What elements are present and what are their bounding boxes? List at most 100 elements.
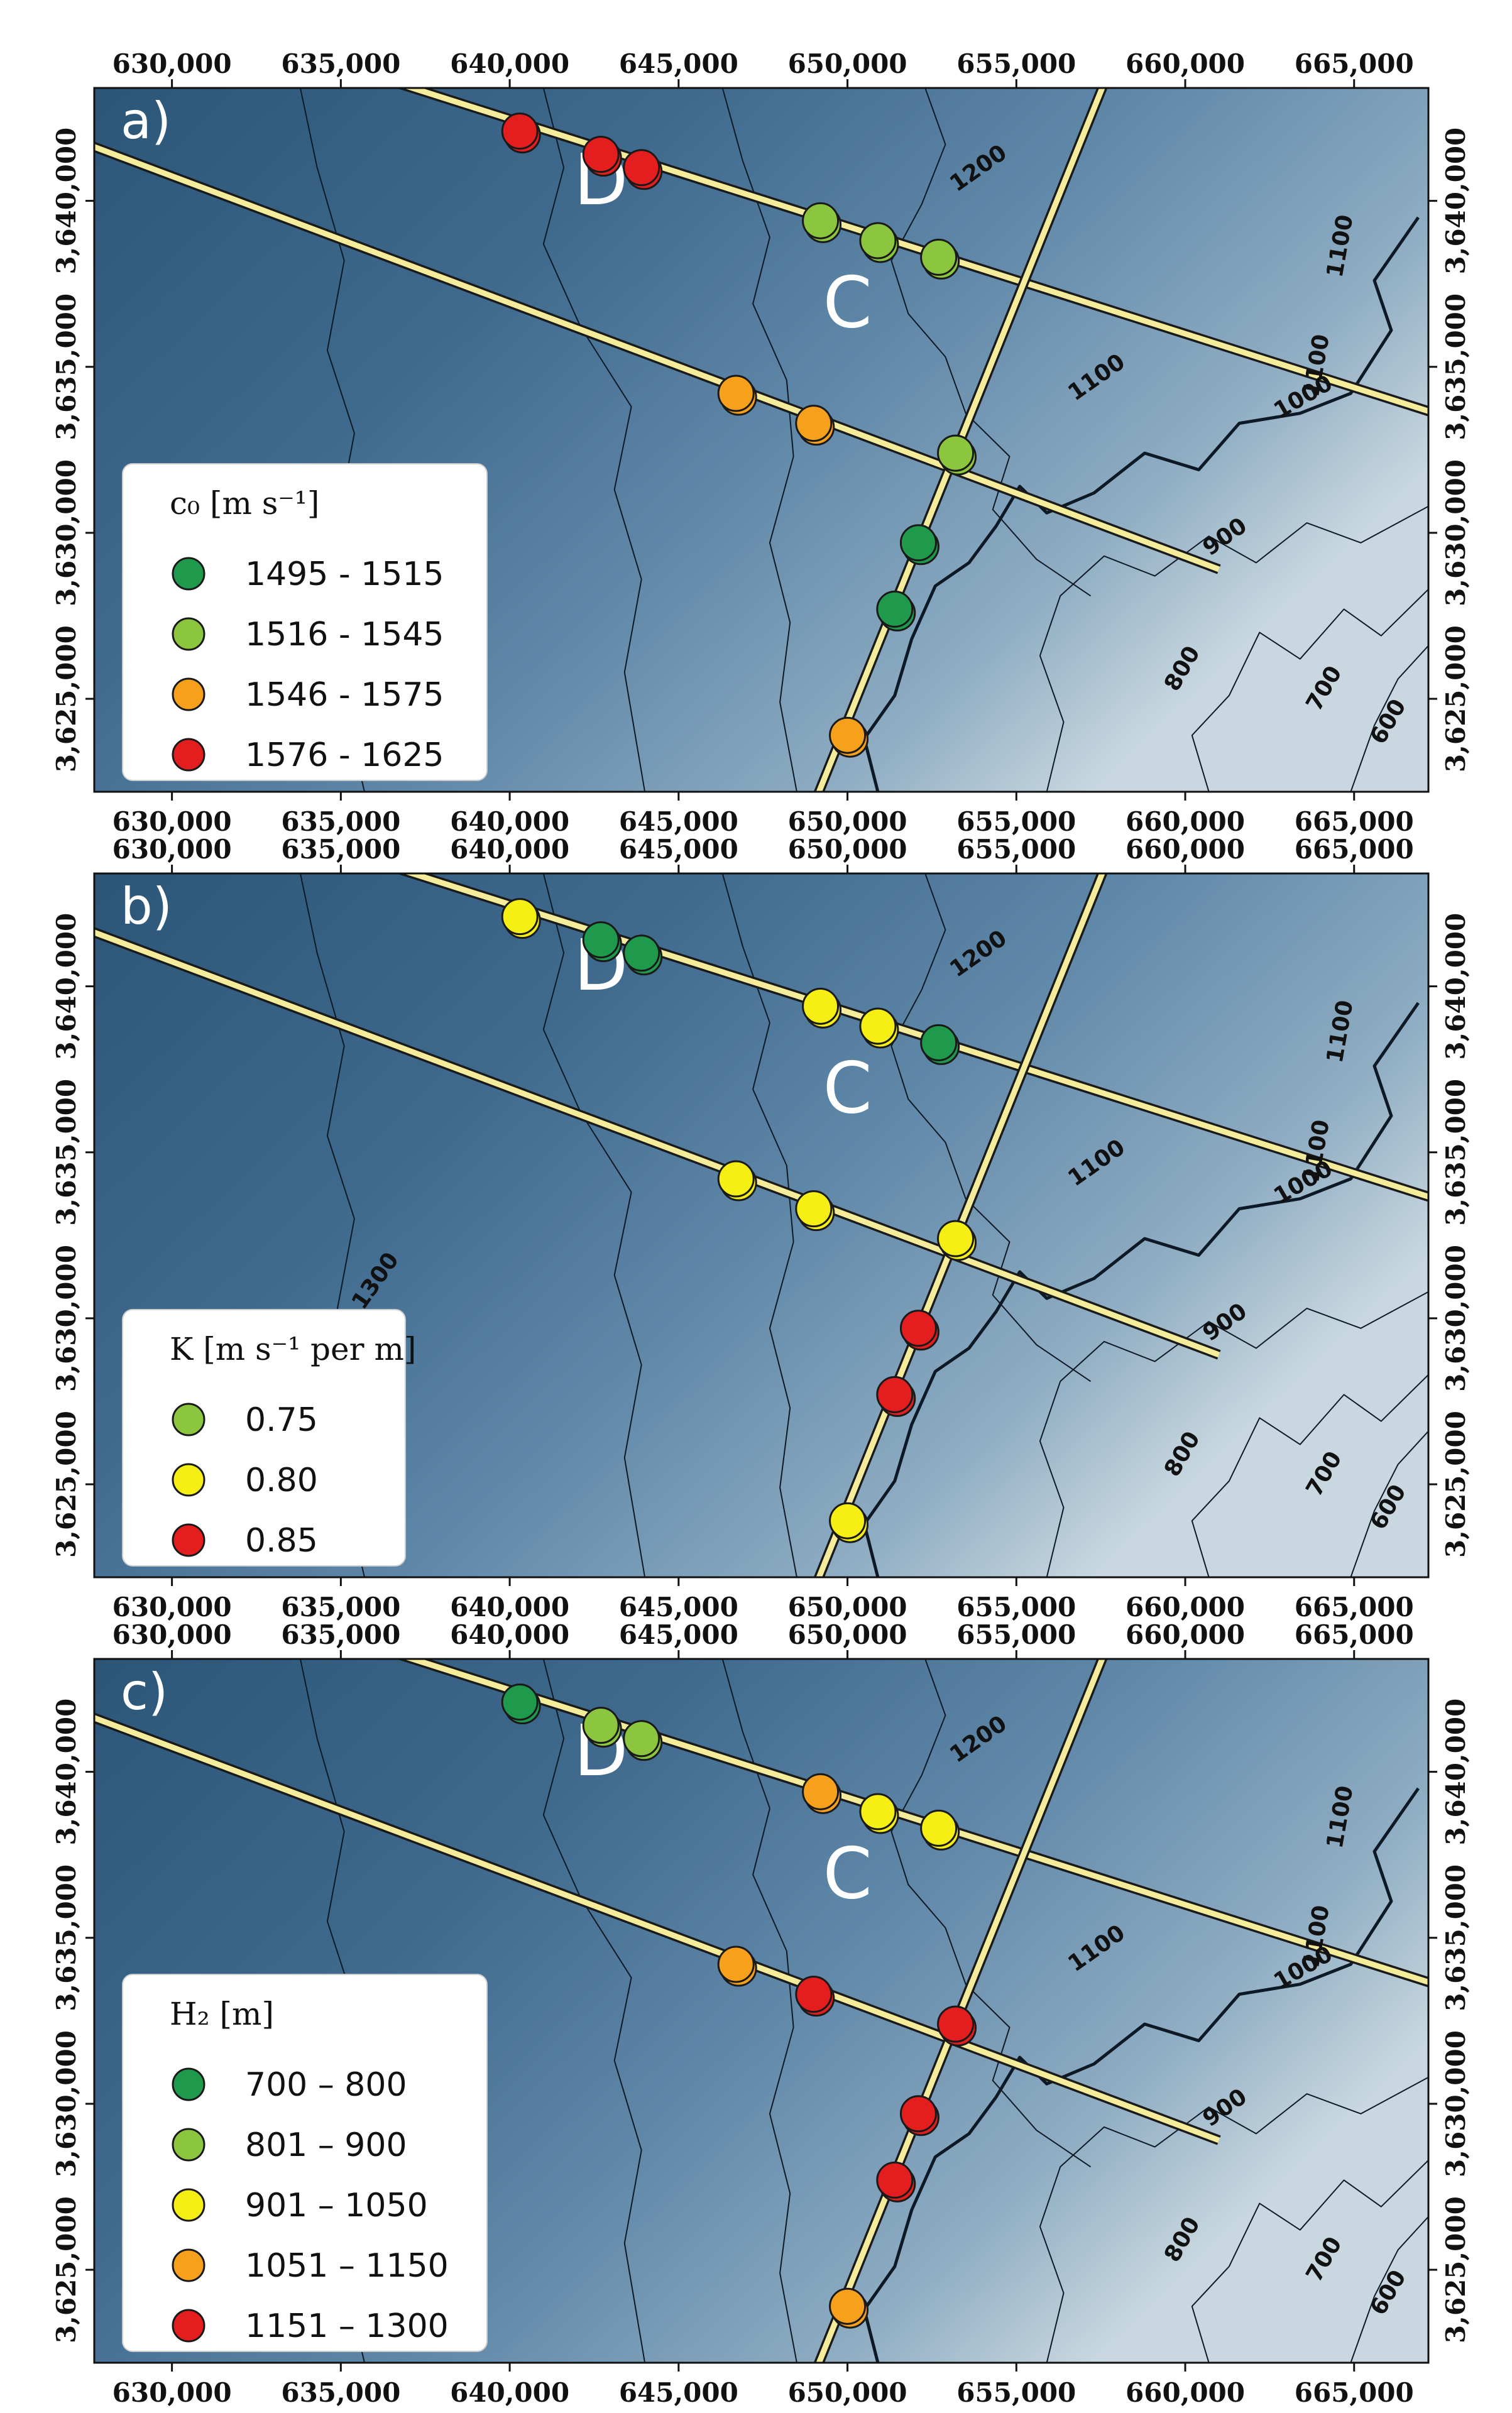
x-tick-label-top: 660,000 — [1126, 1619, 1245, 1650]
x-tick-label-bottom: 650,000 — [788, 1592, 907, 1622]
legend-item-label: 1546 - 1575 — [245, 676, 444, 714]
x-tick-label-bottom: 655,000 — [956, 806, 1076, 837]
x-tick-label-bottom: 640,000 — [450, 1592, 569, 1622]
depth-contour — [542, 88, 646, 792]
station-marker — [920, 238, 958, 276]
x-tick-label-top: 665,000 — [1295, 1619, 1414, 1650]
station-marker — [717, 375, 755, 412]
y-tick-label-right: 3,640,000 — [1440, 1699, 1471, 1846]
y-tick-label-right: 3,635,000 — [1440, 1864, 1471, 2011]
x-tick-label-top: 630,000 — [112, 1619, 232, 1650]
station-marker — [717, 1160, 755, 1198]
x-tick-label-bottom: 655,000 — [956, 1592, 1076, 1622]
legend-item-label: 700 – 800 — [245, 2066, 407, 2104]
x-tick-label-bottom: 660,000 — [1126, 1592, 1245, 1622]
y-tick-label-right: 3,625,000 — [1440, 1411, 1471, 1558]
site-label-c: C — [823, 1048, 872, 1129]
y-tick-label-left: 3,630,000 — [51, 1245, 82, 1392]
station-marker — [829, 2287, 867, 2325]
y-tick-label-left: 3,640,000 — [51, 1699, 82, 1846]
panel-frame — [93, 872, 1430, 1579]
y-tick-label-left: 3,625,000 — [51, 625, 82, 772]
y-tick-label-right: 3,640,000 — [1440, 913, 1471, 1060]
x-tick-label-bottom: 665,000 — [1295, 1592, 1414, 1622]
x-tick-label-top: 650,000 — [788, 834, 907, 865]
y-tick-label-left: 3,625,000 — [51, 2196, 82, 2343]
x-tick-label-bottom: 660,000 — [1126, 2377, 1245, 2408]
depth-contour — [1039, 1291, 1428, 1577]
station-marker — [899, 524, 937, 562]
x-tick-label-top: 650,000 — [788, 1619, 907, 1650]
station-marker — [623, 1720, 660, 1758]
depth-contour — [542, 873, 646, 1577]
depth-contour — [1191, 588, 1428, 792]
y-tick-label-right: 3,640,000 — [1440, 128, 1471, 275]
legend-marker — [172, 617, 205, 651]
x-tick-label-top: 645,000 — [619, 834, 738, 865]
station-marker — [802, 987, 840, 1025]
legend-marker — [172, 1523, 205, 1557]
y-tick-label-left: 3,630,000 — [51, 2030, 82, 2177]
station-marker — [859, 1793, 897, 1830]
station-marker — [829, 716, 867, 754]
y-tick-label-right: 3,630,000 — [1440, 459, 1471, 606]
y-tick-label-left: 3,635,000 — [51, 1864, 82, 2011]
x-tick-label-bottom: 630,000 — [112, 2377, 232, 2408]
x-tick-label-bottom: 660,000 — [1126, 806, 1245, 837]
x-tick-label-top: 665,000 — [1295, 48, 1414, 79]
x-tick-label-bottom: 640,000 — [450, 2377, 569, 2408]
depth-contour — [1191, 2159, 1428, 2363]
station-marker — [859, 222, 897, 260]
legend-box — [122, 1974, 488, 2352]
legend-marker — [172, 557, 205, 591]
y-tick-label-right: 3,630,000 — [1440, 2030, 1471, 2177]
x-tick-label-bottom: 655,000 — [956, 2377, 1076, 2408]
x-tick-label-bottom: 650,000 — [788, 2377, 907, 2408]
legend-item-label: 1151 – 1300 — [245, 2307, 449, 2345]
y-tick-label-right: 3,630,000 — [1440, 1245, 1471, 1392]
legend-item-label: 901 – 1050 — [245, 2187, 428, 2224]
x-tick-label-top: 640,000 — [450, 48, 569, 79]
panel-frame — [93, 87, 1430, 793]
y-tick-label-right: 3,625,000 — [1440, 625, 1471, 772]
station-marker — [937, 2005, 975, 2043]
station-marker — [501, 898, 539, 936]
legend-marker — [172, 677, 205, 711]
y-tick-label-left: 3,625,000 — [51, 1411, 82, 1558]
legend-title: H₂ [m] — [170, 1996, 274, 2032]
legend-item-label: 1516 - 1545 — [245, 616, 444, 654]
survey-line-south — [94, 144, 1220, 572]
x-tick-label-bottom: 645,000 — [619, 1592, 738, 1622]
station-marker — [795, 1976, 833, 2013]
depth-contour — [1350, 645, 1428, 792]
legend-box — [122, 1309, 406, 1567]
x-tick-label-top: 640,000 — [450, 1619, 569, 1650]
x-tick-label-top: 630,000 — [112, 834, 232, 865]
station-marker — [582, 136, 620, 173]
panel-label: b) — [121, 877, 172, 936]
x-tick-label-bottom: 635,000 — [281, 1592, 400, 1622]
x-tick-label-bottom: 665,000 — [1295, 806, 1414, 837]
y-tick-label-left: 3,640,000 — [51, 128, 82, 275]
legend-item-label: 0.80 — [245, 1462, 318, 1499]
y-tick-label-right: 3,635,000 — [1440, 1079, 1471, 1226]
station-marker — [795, 1190, 833, 1228]
depth-contour — [890, 88, 1092, 597]
x-tick-label-bottom: 640,000 — [450, 806, 569, 837]
station-marker — [937, 434, 975, 472]
survey-line-north — [403, 1659, 1428, 1986]
depth-contour — [1039, 505, 1428, 792]
x-tick-label-bottom: 665,000 — [1295, 2377, 1414, 2408]
station-marker — [717, 1945, 755, 1983]
panel-label: a) — [121, 92, 171, 150]
x-tick-label-top: 630,000 — [112, 48, 232, 79]
legend-marker — [172, 2309, 205, 2343]
station-marker — [899, 1310, 937, 1347]
depth-contour — [1350, 1430, 1428, 1577]
survey-line-south — [94, 929, 1220, 1358]
depth-contour — [1350, 2216, 1428, 2363]
x-tick-label-top: 660,000 — [1126, 834, 1245, 865]
